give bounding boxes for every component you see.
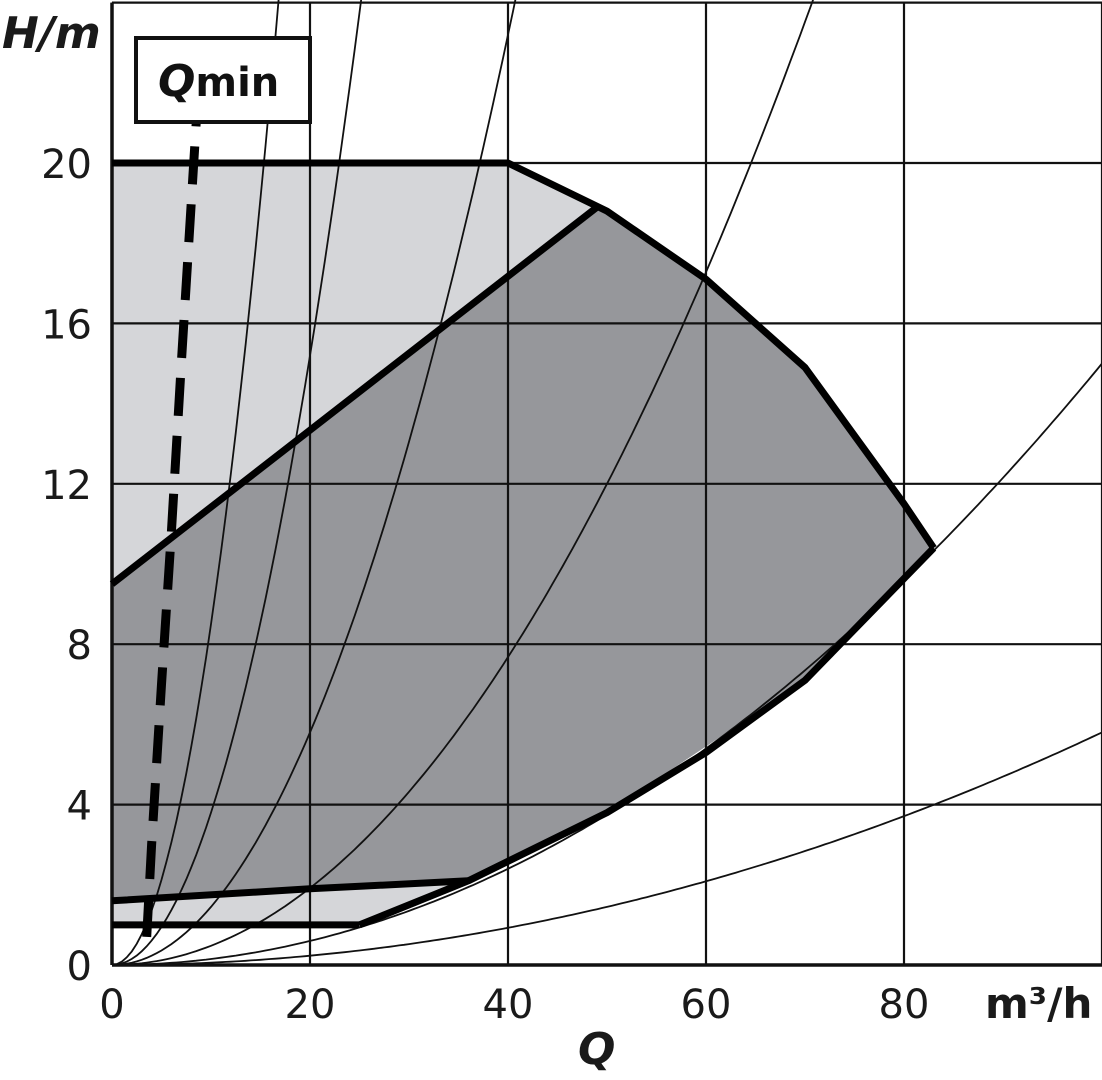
y-axis-label: H/m	[2, 8, 101, 59]
max-envelope-curve	[112, 159, 937, 550]
qmin-line	[142, 122, 201, 938]
y-tick-label: 0	[67, 944, 92, 990]
x-tick-label: 20	[285, 982, 336, 1028]
y-tick-label: 4	[67, 784, 92, 830]
system-curve	[112, 0, 363, 965]
qmin-label: Qmin	[158, 56, 279, 107]
min-speed-curve	[111, 877, 469, 905]
region-dark	[112, 207, 934, 901]
x-tick-label: 0	[99, 982, 124, 1028]
operating-regions	[112, 163, 934, 925]
y-tick-label: 16	[41, 302, 92, 348]
upper-slope-line	[109, 204, 600, 587]
qmin-box	[134, 36, 312, 124]
system-curve	[112, 0, 517, 965]
x-tick-label: 80	[879, 982, 930, 1028]
region-boundaries	[109, 159, 937, 929]
x-axis-label: Q	[578, 1024, 615, 1075]
lower-envelope-curve	[358, 545, 937, 929]
x-tick-label: 60	[681, 982, 732, 1028]
x-axis-unit: m³/h	[985, 979, 1092, 1028]
qmin-annotation: Qmin	[134, 36, 312, 124]
y-tick-label: 8	[67, 623, 92, 669]
region-light-upper	[112, 163, 598, 584]
x-tick-label: 40	[483, 982, 534, 1028]
y-tick-label: 20	[41, 142, 92, 188]
y-tick-label: 12	[41, 463, 92, 509]
system-curve	[112, 0, 280, 965]
qmin-dashed-line	[142, 122, 201, 938]
system-curve	[112, 731, 1102, 965]
tick-labels: 0 4 8 12 16 20 0 20 40 60 80	[41, 142, 929, 1028]
system-curve	[112, 0, 814, 965]
